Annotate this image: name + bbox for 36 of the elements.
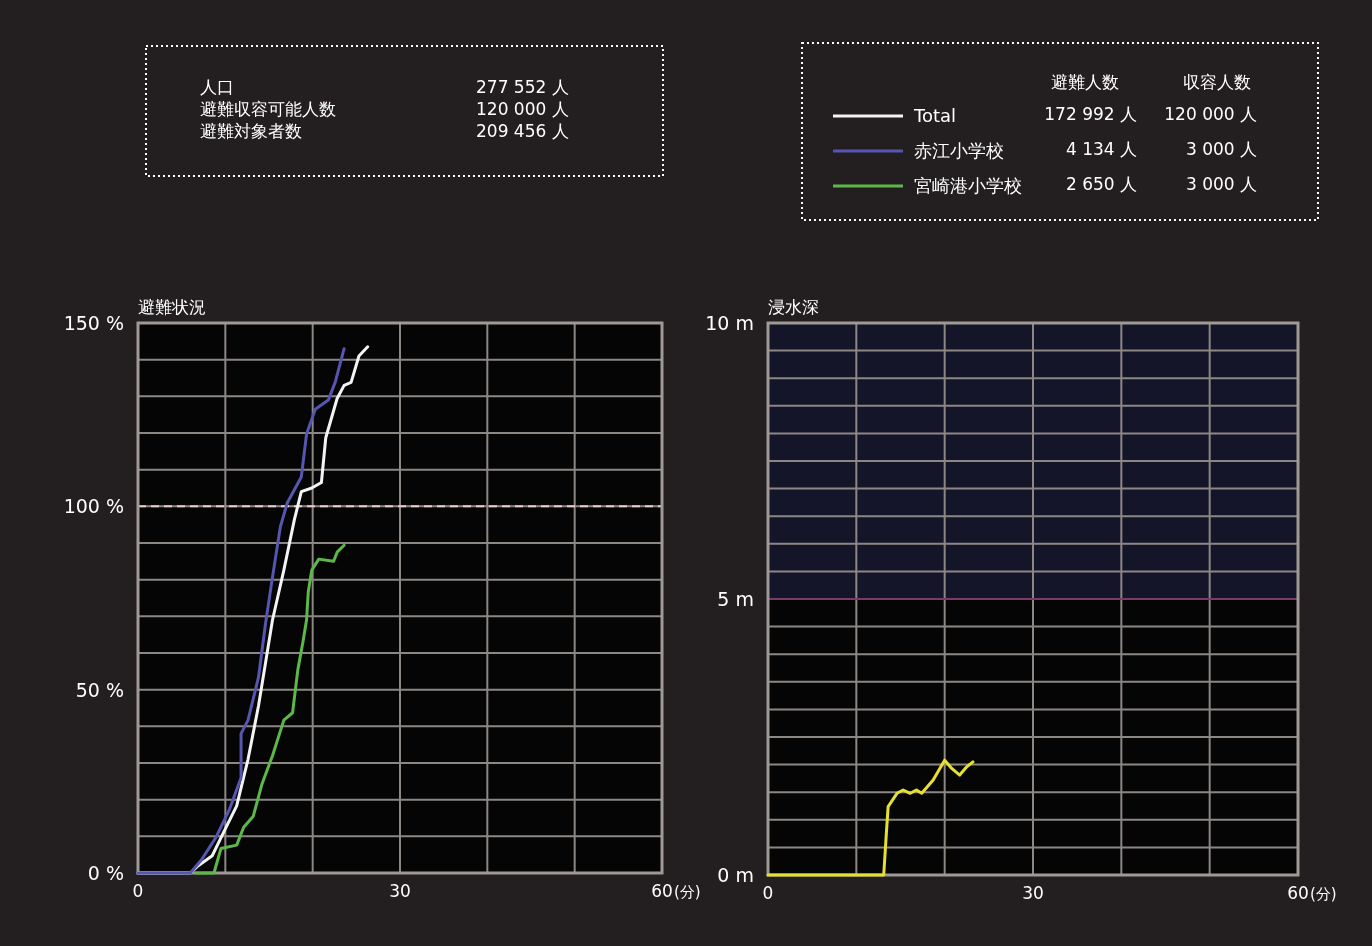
text: 2 650 人 (1065, 174, 1137, 194)
text: 避難対象者数 (200, 121, 302, 141)
y-tick-label: 100 % (63, 495, 124, 518)
text: 209 456 人 (476, 121, 569, 141)
legend-label: Total (913, 105, 957, 126)
legend-label: 宮崎港小学校 (914, 175, 1022, 196)
x-axis-title: (分) (1310, 885, 1337, 903)
x-tick-label: 0 (132, 881, 144, 901)
text: 収容人数 (1183, 72, 1251, 92)
text: 172 992 人 (1044, 104, 1137, 124)
y-tick-label: 5 m (717, 588, 754, 610)
text: 120 000 人 (476, 99, 569, 119)
x-tick-label: 60 (1287, 883, 1309, 903)
text: 3 000 人 (1185, 139, 1257, 159)
line-series (194, 543, 346, 875)
y-tick-label: 0 % (87, 862, 124, 884)
y-tick-label: 50 % (75, 678, 124, 701)
text: 4 134 人 (1065, 139, 1137, 159)
y-tick-label: 150 % (63, 312, 124, 334)
text: 避難人数 (1051, 72, 1119, 92)
chart-title: 浸水深 (768, 297, 819, 317)
text: 120 000 人 (1164, 104, 1257, 124)
y-tick-label: 10 m (705, 312, 754, 334)
text: 277 552 人 (476, 77, 569, 97)
y-tick-label: 0 m (717, 864, 754, 886)
legend-label: 赤江小学校 (914, 140, 1004, 161)
chart-title: 避難状況 (138, 297, 206, 317)
x-axis-title: (分) (674, 883, 701, 901)
text: 避難収容可能人数 (200, 99, 336, 119)
x-tick-label: 0 (762, 883, 774, 903)
text: 3 000 人 (1185, 174, 1257, 194)
x-tick-label: 60 (651, 881, 673, 901)
line-series (766, 758, 975, 877)
text: 人口 (200, 77, 234, 97)
x-tick-label: 30 (389, 881, 411, 901)
x-tick-label: 30 (1022, 883, 1044, 903)
